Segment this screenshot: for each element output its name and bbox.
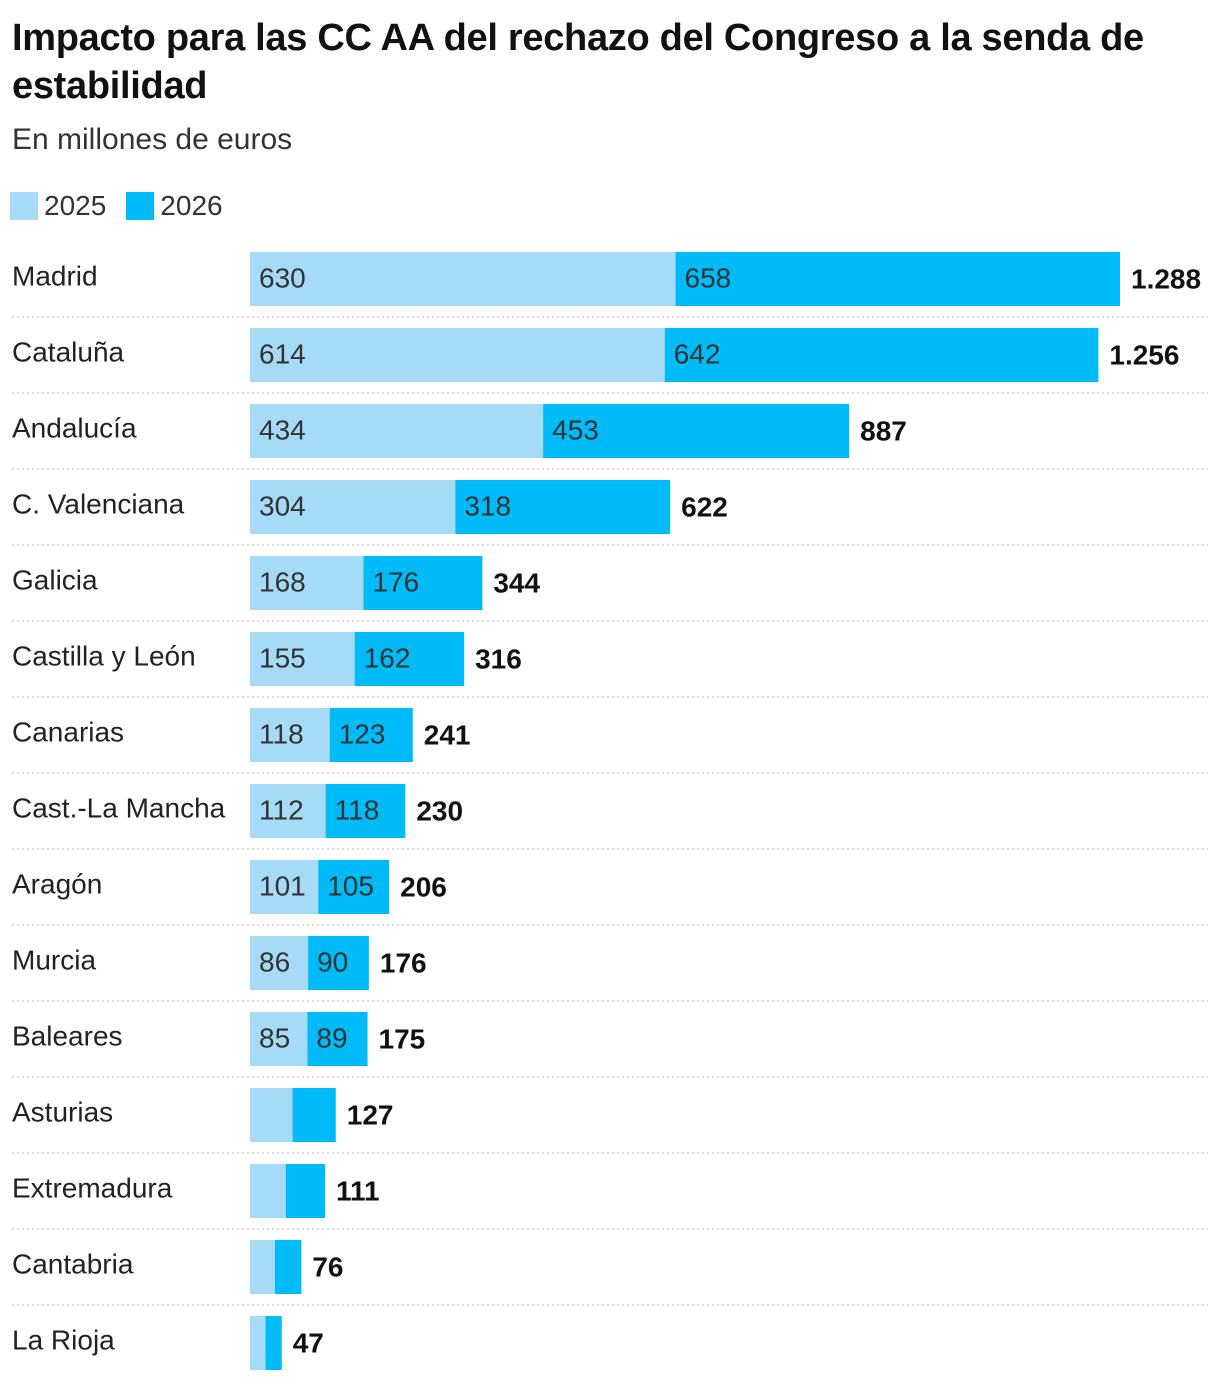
bar-2025	[250, 480, 456, 534]
bar-2026	[354, 632, 465, 686]
bar-2026	[325, 784, 406, 838]
category-label: Extremadura	[12, 1172, 173, 1203]
bar-value-label-2026: 176	[372, 566, 419, 597]
bar-2026	[318, 860, 390, 914]
chart-title: Impacto para las CC AA del rechazo del C…	[12, 17, 1144, 107]
bar-2025	[250, 404, 544, 458]
bar-value-label-2025: 112	[259, 794, 304, 825]
bar-value-label-2025: 155	[259, 642, 306, 673]
bar-value-label-2025: 630	[259, 262, 306, 293]
category-label: Baleares	[12, 1020, 123, 1051]
category-label: Cantabria	[12, 1248, 134, 1279]
bar-value-label-2025: 304	[259, 490, 306, 521]
bar-value-label-2025: 86	[259, 946, 290, 977]
bar-2025	[250, 1164, 286, 1218]
total-label: 206	[400, 871, 447, 902]
bar-2025	[250, 252, 676, 306]
bar-2025	[250, 784, 326, 838]
legend-label-2025: 2025	[44, 190, 107, 221]
chart-legend: 2025 2026	[10, 188, 243, 224]
bar-2026	[307, 1012, 368, 1066]
bar-value-label-2026: 318	[464, 490, 511, 521]
total-label: 622	[681, 491, 728, 522]
bar-value-label-2026: 105	[327, 870, 374, 901]
bar-2026	[265, 1316, 282, 1370]
bar-2026	[308, 936, 369, 990]
bar-value-label-2026: 90	[317, 946, 348, 977]
bar-2025	[250, 860, 319, 914]
legend-label-2026: 2026	[160, 190, 223, 221]
bar-2025	[250, 1088, 293, 1142]
bar-2026	[543, 404, 850, 458]
bar-value-label-2026: 658	[685, 262, 732, 293]
bar-value-label-2026: 89	[316, 1022, 347, 1053]
total-label: 176	[380, 947, 427, 978]
bar-value-label-2025: 85	[259, 1022, 290, 1053]
total-label: 76	[312, 1251, 343, 1282]
bar-2025	[250, 1316, 266, 1370]
category-label: Galicia	[12, 564, 98, 595]
category-label: La Rioja	[12, 1324, 115, 1355]
bar-value-label-2026: 123	[339, 718, 386, 749]
category-label: C. Valenciana	[12, 488, 185, 519]
total-label: 344	[493, 567, 540, 598]
total-label: 230	[416, 795, 463, 826]
bar-2026	[292, 1088, 336, 1142]
bar-2025	[250, 632, 355, 686]
bar-2025	[250, 1240, 275, 1294]
category-label: Canarias	[12, 716, 124, 747]
total-label: 127	[347, 1099, 394, 1130]
total-label: 175	[379, 1023, 426, 1054]
total-label: 1.256	[1109, 339, 1179, 370]
bar-value-label-2025: 168	[259, 566, 306, 597]
total-label: 887	[860, 415, 907, 446]
category-label: Cataluña	[12, 336, 125, 367]
category-label: Aragón	[12, 868, 102, 899]
category-label: Murcia	[12, 944, 96, 975]
category-label: Madrid	[12, 260, 98, 291]
legend-swatch-2026	[126, 192, 155, 220]
bar-2026	[675, 252, 1120, 306]
bar-value-label-2026: 642	[674, 338, 721, 369]
bar-2025	[250, 328, 665, 382]
total-label: 47	[293, 1327, 324, 1358]
bar-2025	[250, 556, 364, 610]
total-label: 316	[475, 643, 522, 674]
chart-subtitle: En millones de euros	[12, 123, 293, 156]
bar-value-label-2026: 162	[364, 642, 411, 673]
legend-swatch-2025	[10, 192, 38, 220]
total-label: 241	[424, 719, 471, 750]
bar-2025	[250, 936, 309, 990]
bar-value-label-2025: 118	[259, 718, 304, 749]
bar-2025	[250, 1012, 308, 1066]
category-label: Castilla y León	[12, 640, 196, 671]
bar-value-label-2026: 453	[552, 414, 599, 445]
bar-2026	[363, 556, 483, 610]
bar-2025	[250, 708, 330, 762]
total-label: 111	[336, 1175, 380, 1206]
bar-2026	[455, 480, 671, 534]
bar-2026	[329, 708, 413, 762]
bar-value-label-2025: 614	[259, 338, 306, 369]
category-label: Andalucía	[12, 412, 137, 443]
bar-value-label-2026: 118	[335, 794, 380, 825]
bar-2026	[664, 328, 1099, 382]
bar-2026	[285, 1164, 325, 1218]
category-label: Cast.-La Mancha	[12, 792, 226, 823]
legend-item-2025: 2025	[10, 190, 106, 222]
bar-2026	[274, 1240, 302, 1294]
legend-item-2026: 2026	[126, 190, 223, 222]
bar-value-label-2025: 101	[259, 870, 306, 901]
bar-value-label-2025: 434	[259, 414, 306, 445]
total-label: 1.288	[1131, 263, 1201, 294]
category-label: Asturias	[12, 1096, 113, 1127]
